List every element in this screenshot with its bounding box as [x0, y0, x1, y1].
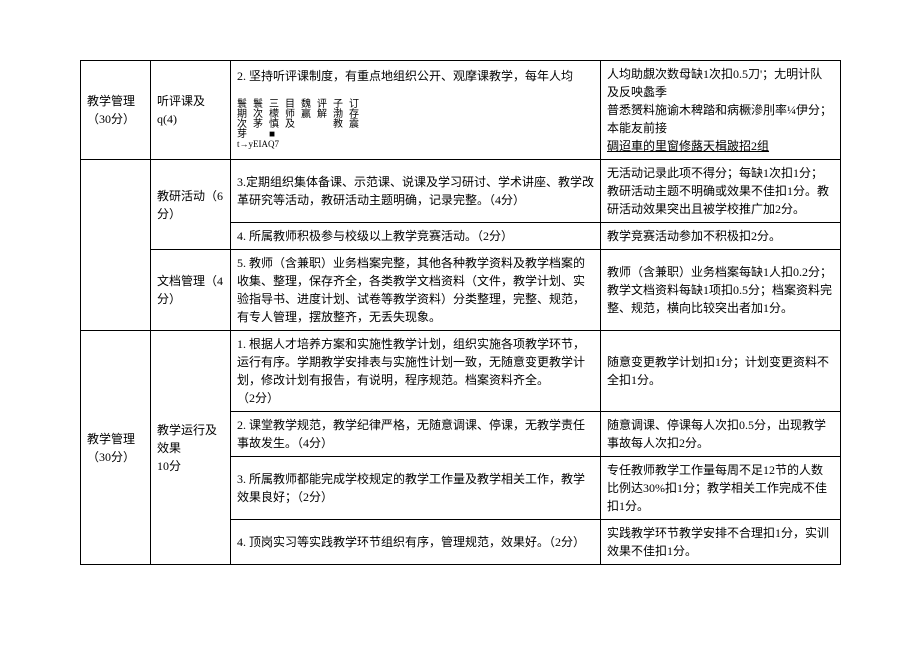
desc-cell-2-3: 3. 所属教师都能完成学校规定的教学工作量及教学相关工作，教学效果良好；（2分）: [231, 457, 601, 520]
score-line1: 人均助覷次数母缺1次扣0.5刀'；尢明计队及反咉蠡季: [607, 67, 822, 99]
gcol-4: 魏赢: [301, 100, 311, 140]
gcol-2: 三檬慎■: [269, 100, 279, 140]
score-cell-1-3: 教师（含兼职）业务档案每缺1人扣0.2分；教学文档资料每缺1项扣0.5分；档案资…: [601, 250, 841, 331]
subcategory-cell-1-1: 听评课及q(4): [151, 61, 231, 160]
subcategory-cell-2-1: 教学运行及效果 10分: [151, 331, 231, 565]
desc-cell-1-2-a: 3.定期组织集体备课、示范课、说课及学习研讨、学术讲座、教学改革研究等活动，教研…: [231, 160, 601, 223]
score-cell-1-2-a: 无活动记录此项不得分；每缺1次扣1分；教研活动主题不明确或效果不佳扣1分。教研活…: [601, 160, 841, 223]
tiny-foot: t→yEIAQ7: [237, 140, 594, 150]
category-cell-1: 教学管理（30分）: [81, 61, 151, 160]
evaluation-table: 教学管理（30分） 听评课及q(4) 2. 坚持听评课制度，有重点地组织公开、观…: [80, 60, 841, 565]
subcategory-cell-1-2: 教研活动（6分）: [151, 160, 231, 250]
score-line2: 普悉赟料施谕木稗踏和病橛滲刖率¼伊分；本能友前接: [607, 103, 832, 135]
gcol-1: 鬟次茅: [253, 100, 263, 140]
desc-cell-1-1-garbled: 鬟期次芽 鬟次茅 三檬慎■ 目师及 魏赢 评解 子渤教 订存震 t→yEIAQ7: [231, 91, 601, 159]
score-cell-2-4: 实践教学环节教学安排不合理扣1分，实训效果不佳扣1分。: [601, 520, 841, 565]
score-cell-2-1: 随意变更教学计划扣1分；计划变更资料不全扣1分。: [601, 331, 841, 412]
gcol-0: 鬟期次芽: [237, 100, 247, 140]
score-line3: 碉迢車的里窗修蕗天楫跛招2组: [607, 139, 769, 153]
desc-cell-2-1: 1. 根据人才培养方案和实施性教学计划，组织实施各项教学环节，运行有序。学期教学…: [231, 331, 601, 412]
subcategory-cell-1-3: 文档管理（4分）: [151, 250, 231, 331]
desc-cell-2-2: 2. 课堂教学规范，教学纪律严格，无随意调课、停课，无教学责任事故发生。（4分）: [231, 412, 601, 457]
gcol-3: 目师及: [285, 100, 295, 140]
score-cell-2-2: 随意调课、停课每人次扣0.5分，出现教学事故每人次扣2分。: [601, 412, 841, 457]
gcol-7: 订存震: [349, 100, 359, 140]
score-cell-1-2-b: 教学竞赛活动参加不积极扣2分。: [601, 223, 841, 250]
category-cell-2: 教学管理（30分）: [81, 331, 151, 565]
gcol-6: 子渤教: [333, 100, 343, 140]
category-cell-1b: [81, 160, 151, 331]
desc-cell-1-3: 5. 教师（含兼职）业务档案完整，其他各种教学资料及教学档案的收集、整理，保存齐…: [231, 250, 601, 331]
gcol-5: 评解: [317, 100, 327, 140]
score-cell-1-1: 人均助覷次数母缺1次扣0.5刀'；尢明计队及反咉蠡季 普悉赟料施谕木稗踏和病橛滲…: [601, 61, 841, 160]
score-cell-2-3: 专任教师教学工作量每周不足12节的人数比例达30%扣1分；教学相关工作完成不佳扣…: [601, 457, 841, 520]
desc-cell-2-4: 4. 顶岗实习等实践教学环节组织有序，管理规范，效果好。（2分）: [231, 520, 601, 565]
desc-cell-1-1-top: 2. 坚持听评课制度，有重点地组织公开、观摩课教学，每年人均: [231, 61, 601, 92]
desc-cell-1-2-b: 4. 所属教师积极参与校级以上教学竞赛活动。（2分）: [231, 223, 601, 250]
